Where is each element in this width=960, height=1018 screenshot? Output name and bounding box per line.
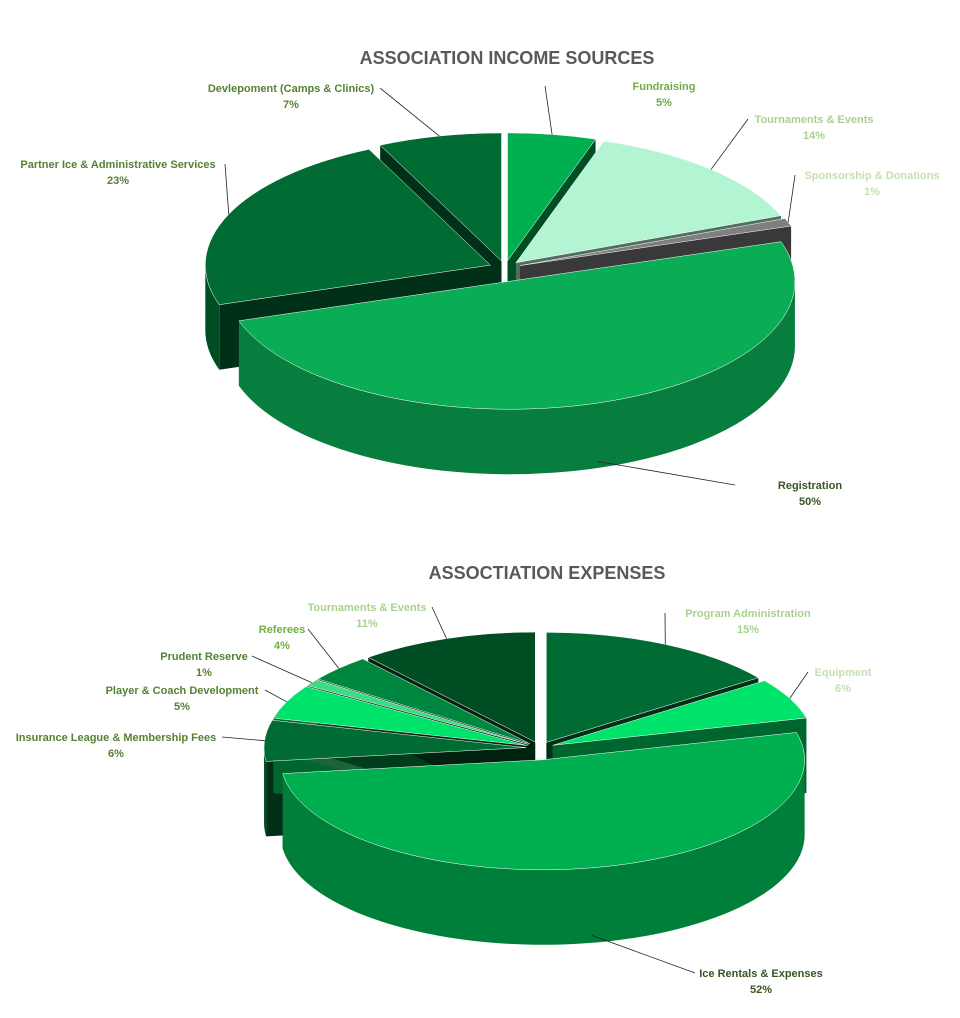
slice-label: Devlepoment (Camps & Clinics)	[208, 83, 375, 95]
slice-value-label: 50%	[799, 496, 821, 508]
slice-value-label: 4%	[274, 640, 290, 652]
slice-label: Program Administration	[685, 608, 811, 620]
leader-line	[264, 689, 287, 703]
slice-value-label: 5%	[656, 97, 672, 109]
chart-title: ASSOCIATION INCOME SOURCES	[360, 48, 655, 68]
slice-label: Tournaments & Events	[308, 602, 427, 614]
slice-value-label: 7%	[283, 99, 299, 111]
leader-line	[710, 118, 749, 170]
slice-label: Equipment	[815, 667, 872, 679]
slice-value-label: 6%	[108, 748, 124, 760]
slice	[238, 241, 796, 410]
slice-rim	[282, 759, 805, 945]
slice-value-label: 1%	[196, 667, 212, 679]
slice	[205, 149, 491, 305]
slice	[263, 719, 527, 762]
slice-value-label: 52%	[750, 984, 772, 996]
slice	[520, 218, 792, 266]
slice-label: Fundraising	[633, 81, 696, 93]
slice	[272, 686, 528, 746]
slice-label: Referees	[259, 624, 305, 636]
slice-value-label: 15%	[737, 624, 759, 636]
slice-label: Prudent Reserve	[160, 651, 247, 663]
leader-line	[591, 934, 696, 974]
slice-rim	[205, 265, 220, 370]
leader-line	[307, 628, 340, 669]
leader-line	[597, 461, 736, 486]
slice-value-label: 6%	[835, 683, 851, 695]
slice	[282, 732, 805, 871]
leader-line	[789, 671, 809, 699]
slice	[507, 132, 597, 262]
slice-label: Tournaments & Events	[755, 114, 874, 126]
leader-line	[431, 606, 447, 639]
leader-line	[251, 655, 312, 683]
leader-line	[221, 736, 265, 742]
slice-value-label: 5%	[174, 701, 190, 713]
slice	[546, 632, 759, 743]
leader-line	[787, 174, 796, 223]
slice-value-label: 14%	[803, 130, 825, 142]
slice-rim	[264, 747, 267, 837]
slice-label: Partner Ice & Administrative Services	[20, 159, 215, 171]
leader-line	[379, 87, 440, 137]
slice-label: Sponsorship & Donations	[804, 170, 939, 182]
leader-line	[544, 85, 553, 135]
slice	[317, 658, 530, 744]
slice-label: Ice Rentals & Expenses	[699, 968, 823, 980]
slice-label: Insurance League & Membership Fees	[16, 732, 217, 744]
slice-label: Player & Coach Development	[106, 685, 259, 697]
slice-label: Registration	[778, 480, 842, 492]
slice-value-label: 23%	[107, 175, 129, 187]
chart-title: ASSOCTIATION EXPENSES	[429, 563, 666, 583]
slice-rim	[238, 281, 795, 475]
slice-value-label: 1%	[864, 186, 880, 198]
leader-line	[224, 163, 230, 215]
slice-value-label: 11%	[356, 618, 378, 630]
slice	[379, 132, 502, 262]
slice	[552, 680, 807, 746]
